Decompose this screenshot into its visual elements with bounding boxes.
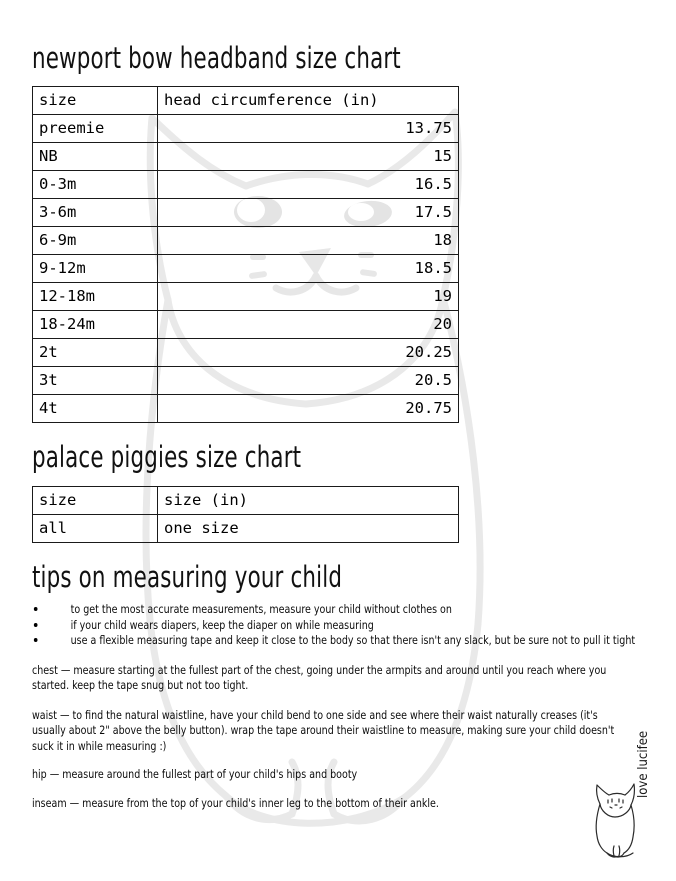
cell-value: 15	[157, 142, 459, 171]
measurement-paragraph-chest: chest — measure starting at the fullest …	[32, 662, 607, 693]
bullet-icon	[33, 607, 38, 611]
headband-size-table: size head circumference (in) preemie 13.…	[32, 86, 459, 423]
cell-size: 3-6m	[32, 198, 158, 227]
table-row: 3-6m 17.5	[32, 198, 459, 227]
cell-value: 19	[157, 282, 459, 311]
piggies-chart-title: palace piggies size chart	[32, 440, 302, 474]
cell-size: 2t	[32, 338, 158, 367]
cell-value: one size	[157, 514, 459, 543]
table-row: 18-24m 20	[32, 310, 459, 339]
cell-size: preemie	[32, 114, 158, 143]
cell-value: 13.75	[157, 114, 459, 143]
cell-value: 20	[157, 310, 459, 339]
cell-size: 9-12m	[32, 254, 158, 283]
table-row: 4t 20.75	[32, 394, 459, 423]
cell-size: 12-18m	[32, 282, 158, 311]
cell-size: 6-9m	[32, 226, 158, 255]
list-item-label: if your child wears diapers, keep the di…	[70, 617, 374, 632]
cell-value: 20.25	[157, 338, 459, 367]
cell-value: 16.5	[157, 170, 459, 199]
table-row: 2t 20.25	[32, 338, 459, 367]
table-row: 3t 20.5	[32, 366, 459, 395]
sitting-cat-icon	[595, 783, 635, 858]
table-header-row: size head circumference (in)	[32, 86, 459, 115]
measurement-paragraph-inseam: inseam — measure from the top of your ch…	[32, 795, 439, 810]
bullet-icon	[33, 622, 38, 627]
cell-value: 17.5	[157, 198, 459, 227]
cell-size: 4t	[32, 394, 158, 423]
column-header-head-circumference: head circumference (in)	[157, 86, 459, 115]
table-row: 12-18m 19	[32, 282, 459, 311]
logo-wordmark: love lucifee	[636, 730, 651, 798]
cell-size: NB	[32, 142, 158, 171]
list-item: if your child wears diapers, keep the di…	[32, 618, 584, 634]
table-header-row: size size (in)	[32, 486, 459, 515]
table-row: preemie 13.75	[32, 114, 459, 143]
list-item: use a flexible measuring tape and keep i…	[32, 633, 635, 649]
column-header-size: size	[32, 486, 158, 515]
column-header-size-in: size (in)	[157, 486, 459, 515]
piggies-size-table: size size (in) all one size	[32, 486, 459, 543]
measurement-paragraph-hip: hip — measure around the fullest part of…	[32, 767, 358, 781]
cell-size: all	[32, 514, 158, 543]
cell-value: 20.5	[157, 366, 459, 395]
tips-section-title: tips on measuring your child	[32, 560, 343, 594]
cell-value: 18	[157, 226, 459, 255]
measurement-paragraph-waist: waist — to find the natural waistline, h…	[32, 707, 615, 753]
cell-size: 0-3m	[32, 170, 158, 199]
list-item-label: to get the most accurate measurements, m…	[70, 602, 452, 616]
brand-logo: love lucifee	[588, 731, 668, 862]
table-row: 6-9m 18	[32, 226, 459, 255]
tips-body: to get the most accurate measurements, m…	[32, 602, 635, 811]
cell-value: 20.75	[157, 394, 459, 423]
table-row: 9-12m 18.5	[32, 254, 459, 283]
cell-size: 3t	[32, 366, 158, 395]
cell-value: 18.5	[157, 254, 459, 283]
column-header-size: size	[32, 86, 158, 115]
table-row: all one size	[32, 514, 459, 543]
list-item-label: use a flexible measuring tape and keep i…	[70, 633, 636, 647]
list-item: to get the most accurate measurements, m…	[32, 602, 584, 618]
headband-chart-title: newport bow headband size chart	[32, 41, 401, 75]
table-row: 0-3m 16.5	[32, 170, 459, 199]
cell-size: 18-24m	[32, 310, 158, 339]
bullet-icon	[33, 638, 38, 642]
table-row: NB 15	[32, 142, 459, 171]
